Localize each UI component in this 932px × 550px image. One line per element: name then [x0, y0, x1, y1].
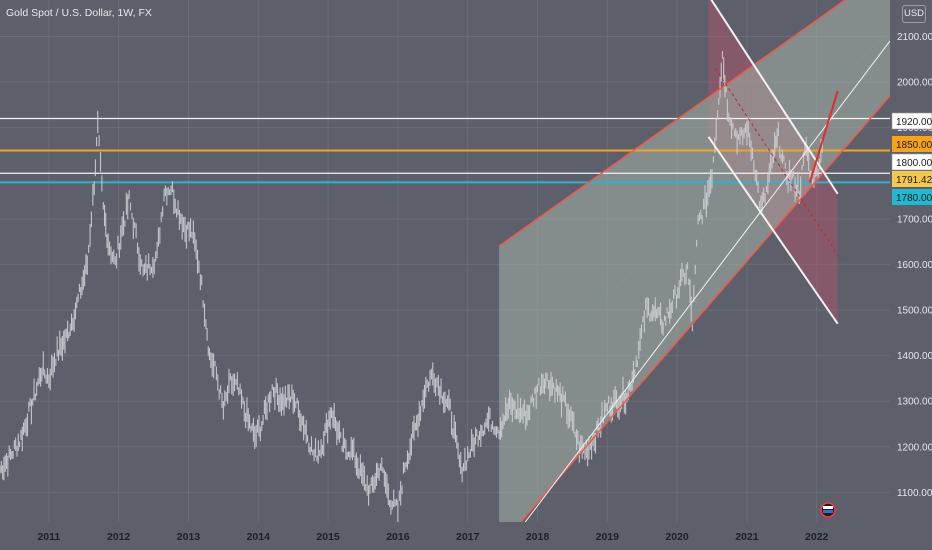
- time-axis: 2011 2012 2013 2014 2015 2016 2017 2018 2019 2020…: [37, 531, 828, 543]
- level-badge-label: 1780.00: [896, 193, 932, 204]
- event-flag-stripe: [823, 510, 833, 513]
- level-badge: [891, 153, 932, 171]
- level-badge: [892, 136, 932, 152]
- x-tick-label: 2022: [805, 531, 829, 543]
- channel-fill: [499, 0, 890, 522]
- x-tick-label: 2013: [177, 531, 201, 543]
- level-badge-label: 1791.42: [896, 175, 932, 186]
- breakout-arrow: [808, 90, 839, 183]
- y-tick-label: 1200.00: [897, 442, 932, 453]
- x-tick-label: 2018: [526, 531, 550, 543]
- level-badge: [892, 171, 932, 187]
- price-axis-bg: [890, 0, 932, 550]
- y-tick-label: 2100.00: [897, 32, 932, 43]
- x-tick-label: 2014: [247, 531, 271, 543]
- wedge-mid-dashed: [715, 68, 842, 261]
- level-badge: [891, 112, 932, 130]
- level-badge-label: 1850.00: [896, 140, 932, 151]
- level-badge: [892, 189, 932, 205]
- channel-upper-line: [498, 0, 847, 247]
- level-badge-label: 1920.00: [896, 117, 932, 128]
- x-tick-label: 2017: [456, 531, 480, 543]
- event-flag-icon[interactable]: [820, 502, 836, 518]
- level-badge-label: 1800.00: [896, 158, 932, 169]
- currency-button[interactable]: USD: [902, 5, 926, 23]
- price-axis: 1100.00 1200.00 1300.00 1400.00 1500.00 1600.…: [890, 0, 932, 550]
- event-flag-stripe: [823, 506, 833, 509]
- y-tick-label: 1100.00: [897, 488, 932, 499]
- channel-lower-line: [519, 95, 890, 522]
- x-tick-label: 2019: [596, 531, 620, 543]
- y-tick-label: 2000.00: [897, 78, 932, 89]
- x-tick-label: 2021: [735, 531, 759, 543]
- x-tick-label: 2011: [37, 531, 60, 543]
- y-tick-label: 1300.00: [897, 397, 932, 408]
- y-tick-label: 1600.00: [897, 260, 932, 271]
- y-tick-label: 1700.00: [897, 214, 932, 225]
- x-tick-label: 2016: [386, 531, 410, 543]
- x-tick-label: 2012: [107, 531, 131, 543]
- y-tick-label: 1400.00: [897, 351, 932, 362]
- y-tick-label: 1500.00: [897, 306, 932, 317]
- wedge-lower-line: [707, 136, 839, 325]
- x-tick-label: 2020: [665, 531, 689, 543]
- chart-title: Gold Spot / U.S. Dollar, 1W, FX: [6, 7, 152, 19]
- plot-area: [0, 0, 890, 522]
- x-tick-label: 2015: [316, 531, 340, 543]
